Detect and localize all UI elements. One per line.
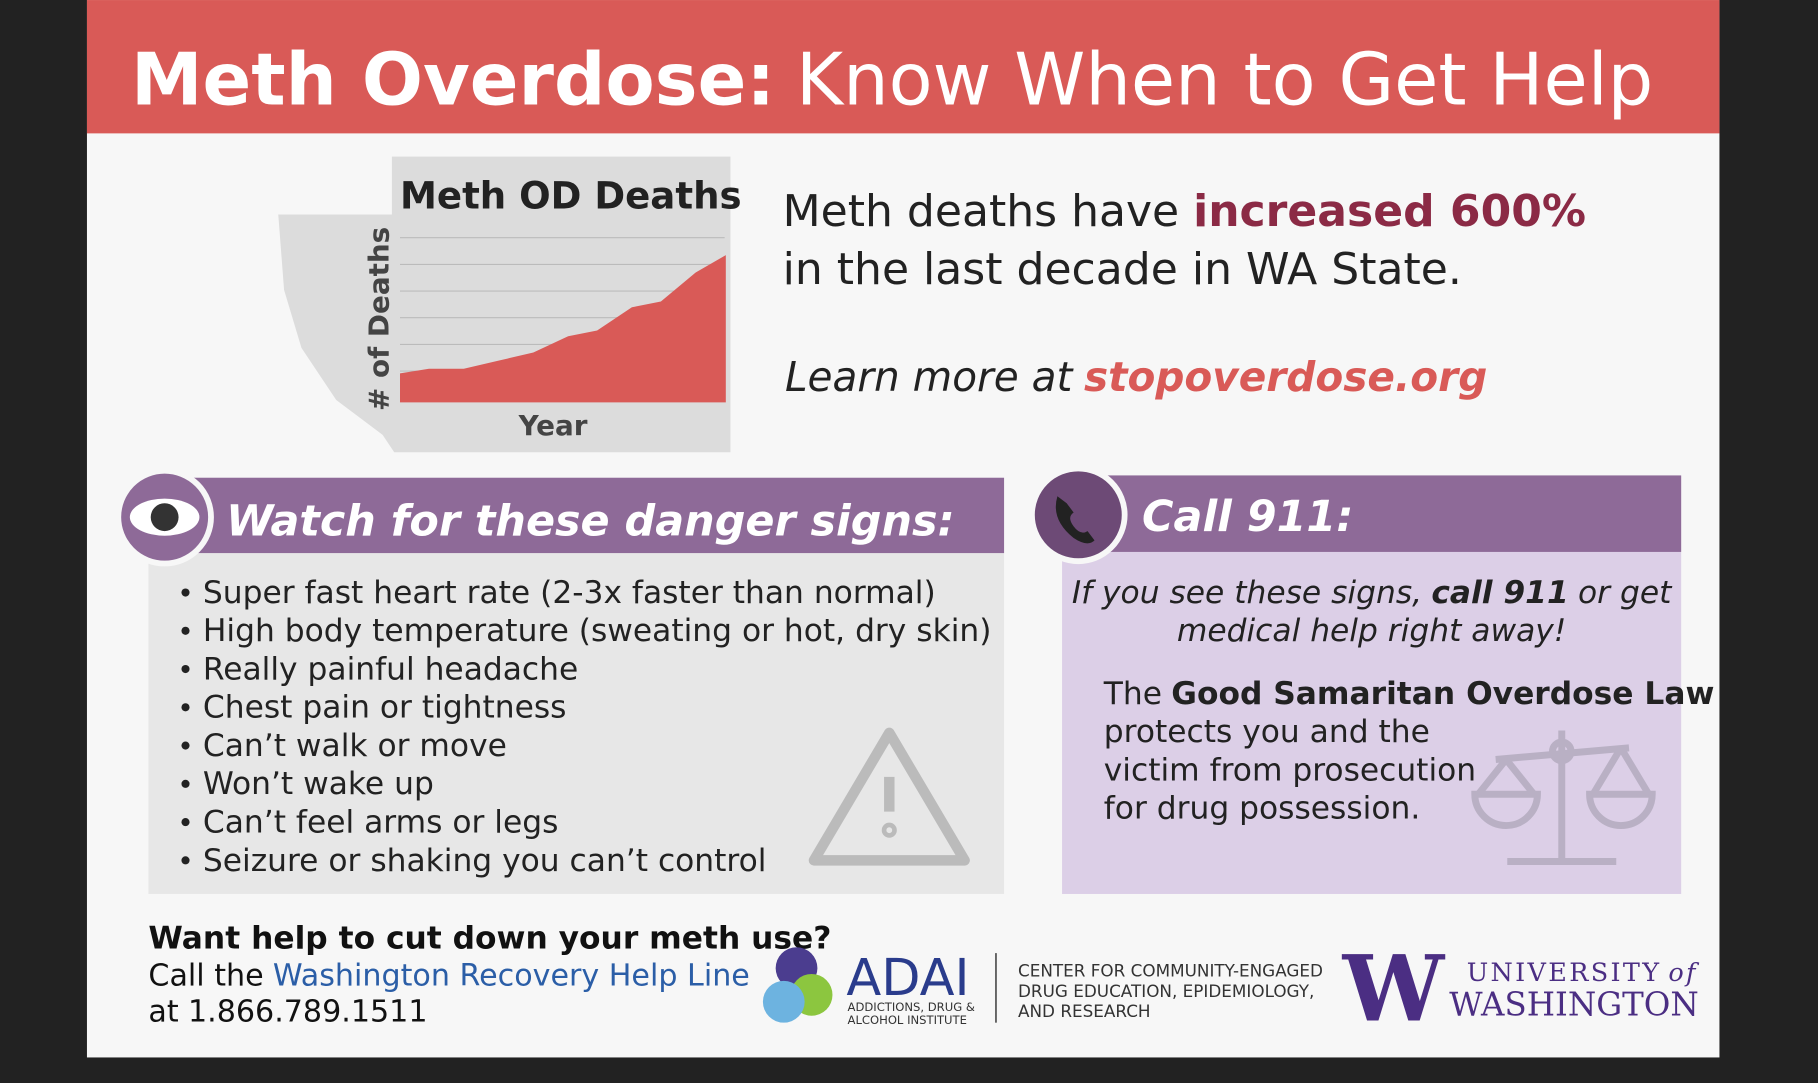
bullet bbox=[181, 626, 190, 635]
footer-at: at bbox=[148, 995, 178, 1030]
footer-question: Want help to cut down your meth use? bbox=[148, 920, 831, 956]
bullet bbox=[181, 588, 190, 597]
instruction-emph: call 911 bbox=[1431, 575, 1568, 611]
uw-name: WASHINGTON bbox=[1449, 986, 1699, 1024]
sign-item: Can’t walk or move bbox=[203, 728, 507, 764]
y-label: # of Deaths bbox=[362, 227, 395, 411]
instruction-line1: If you see these signs, call 911 or get bbox=[1072, 575, 1673, 611]
law-part: The bbox=[1103, 676, 1162, 712]
instruction-line2: medical help right away! bbox=[1177, 613, 1566, 649]
sign-item: Super fast heart rate (2-3x faster than … bbox=[203, 575, 936, 611]
law-line: for drug possession. bbox=[1104, 791, 1420, 827]
sign-item: Can’t feel arms or legs bbox=[203, 805, 559, 841]
learn-prefix: Learn more at bbox=[785, 353, 1075, 401]
adai-name: ADAI bbox=[846, 949, 969, 1008]
instruction-part: If you see these signs, bbox=[1072, 575, 1422, 611]
uw-top: UNIVERSITY of bbox=[1467, 958, 1700, 988]
shape bbox=[881, 822, 897, 838]
stat-start: Meth deaths have bbox=[783, 186, 1180, 237]
shape bbox=[1495, 744, 1630, 763]
center-name: DRUG EDUCATION, EPIDEMIOLOGY, bbox=[1018, 981, 1314, 1001]
signs-title: Watch for these danger signs: bbox=[226, 497, 955, 547]
shape bbox=[1549, 738, 1575, 765]
shape bbox=[1475, 746, 1652, 797]
footer-call: Call the Washington Recovery Help Line bbox=[148, 959, 749, 994]
sign-item: Chest pain or tightness bbox=[203, 690, 567, 726]
learn-more: Learn more at stopoverdose.org bbox=[785, 353, 1487, 401]
footer-prefix: Call the bbox=[148, 959, 263, 994]
shape bbox=[1471, 790, 1656, 830]
signs-list: Super fast heart rate (2-3x faster than … bbox=[181, 575, 991, 879]
law-line1: The Good Samaritan Overdose Law bbox=[1103, 676, 1715, 712]
shape bbox=[808, 727, 970, 866]
law-line: protects you and the bbox=[1104, 714, 1430, 750]
warning-icon bbox=[808, 727, 970, 866]
adai-sub: ADDICTIONS, DRUG & bbox=[848, 1000, 975, 1014]
phone-number: 1.866.789.1511 bbox=[188, 995, 428, 1030]
sign-item: Seizure or shaking you can’t control bbox=[203, 843, 767, 879]
center-name: AND RESEARCH bbox=[1018, 1001, 1151, 1021]
sign-item: Won’t wake up bbox=[203, 766, 434, 802]
header-title: Meth Overdose: Know When to Get Help bbox=[131, 37, 1653, 121]
bullet bbox=[181, 741, 190, 750]
area-shape bbox=[400, 255, 726, 403]
chart-title: Meth OD Deaths bbox=[400, 175, 742, 218]
adai-logo-3 bbox=[762, 980, 805, 1023]
bullet bbox=[181, 664, 190, 674]
uw-university: UNIVERSITY bbox=[1467, 958, 1662, 988]
learn-link: stopoverdose.org bbox=[1084, 353, 1487, 401]
header-bar bbox=[86, 0, 1720, 134]
helpline: Washington Recovery Help Line bbox=[273, 959, 750, 994]
title-rest: Know When to Get Help bbox=[796, 37, 1653, 121]
bullet bbox=[181, 703, 190, 712]
bullet bbox=[181, 818, 190, 827]
phone-icon bbox=[1055, 496, 1095, 544]
scales-icon bbox=[1471, 730, 1656, 865]
eye-pupil bbox=[150, 503, 179, 532]
bullet bbox=[181, 856, 190, 865]
law-name: Good Samaritan Overdose Law bbox=[1171, 676, 1714, 712]
uw-of: of bbox=[1668, 958, 1700, 988]
stat-line1: Meth deaths have increased 600% bbox=[783, 186, 1586, 237]
title-bold: Meth Overdose: bbox=[131, 37, 775, 121]
signs-header bbox=[185, 477, 1005, 554]
stat-line2: in the last decade in WA State. bbox=[783, 244, 1462, 295]
call-box bbox=[1062, 551, 1682, 894]
adai-sub: ALCOHOL INSTITUTE bbox=[848, 1013, 967, 1027]
call-title: Call 911: bbox=[1142, 492, 1353, 542]
footer-phone: at 1.866.789.1511 bbox=[148, 995, 427, 1030]
call-header bbox=[1078, 475, 1682, 552]
x-label: Year bbox=[518, 409, 588, 442]
phone-badge bbox=[1029, 465, 1128, 565]
signs-box bbox=[148, 553, 1005, 894]
bullet bbox=[181, 779, 190, 788]
uw-mark: W bbox=[1342, 936, 1446, 1042]
center-name: CENTER FOR COMMUNITY-ENGAGED bbox=[1018, 960, 1323, 980]
sign-item: Really painful headache bbox=[203, 651, 578, 687]
stat-emph: increased 600% bbox=[1193, 186, 1586, 237]
law-line: victim from prosecution bbox=[1104, 752, 1476, 788]
sign-item: High body temperature (sweating or hot, … bbox=[203, 613, 992, 649]
instruction-part: or get bbox=[1578, 575, 1673, 611]
